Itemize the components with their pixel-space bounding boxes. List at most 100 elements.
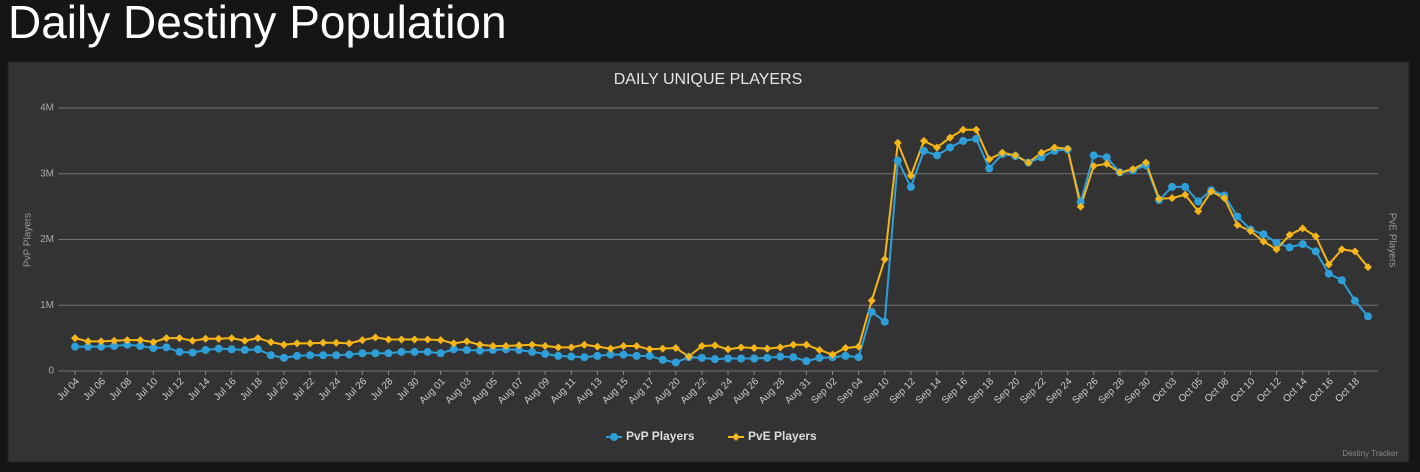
point — [97, 337, 106, 346]
point — [1350, 247, 1359, 256]
point — [1194, 207, 1203, 216]
point — [933, 151, 941, 160]
point — [959, 125, 968, 134]
point — [227, 334, 236, 343]
point — [97, 342, 106, 351]
point — [1011, 151, 1020, 160]
point — [580, 340, 589, 349]
point — [985, 164, 994, 173]
point — [619, 350, 628, 359]
point — [841, 351, 850, 360]
point — [1050, 143, 1059, 152]
point — [1259, 237, 1268, 246]
point — [724, 354, 733, 363]
chart-panel — [7, 61, 1410, 463]
point — [1311, 232, 1320, 241]
point — [462, 345, 471, 354]
point — [436, 336, 445, 345]
point — [671, 358, 680, 367]
series-line — [74, 128, 1369, 358]
point — [1141, 158, 1150, 167]
point — [1155, 194, 1164, 203]
point — [371, 349, 380, 358]
point — [606, 350, 615, 359]
point — [1272, 245, 1281, 254]
point — [789, 340, 798, 349]
point — [1298, 240, 1307, 249]
point — [1337, 276, 1346, 285]
point — [867, 296, 876, 305]
point — [319, 351, 328, 360]
point — [619, 342, 628, 351]
point — [658, 355, 667, 364]
point — [1102, 153, 1111, 162]
point — [110, 336, 119, 345]
point — [162, 334, 171, 343]
legend-marker — [610, 433, 618, 441]
point — [789, 353, 798, 362]
point — [1364, 312, 1372, 321]
point — [1024, 158, 1033, 167]
point — [71, 334, 79, 343]
point — [384, 349, 393, 358]
point — [710, 355, 719, 364]
point — [449, 345, 458, 354]
point — [1168, 182, 1177, 191]
point — [253, 345, 262, 354]
point — [397, 335, 406, 344]
point — [253, 334, 262, 343]
point — [1233, 221, 1242, 230]
point — [750, 354, 759, 363]
point — [371, 333, 380, 342]
legend-label: PvP Players — [626, 429, 695, 443]
y-tick-label: 4M — [40, 103, 54, 114]
point — [1181, 190, 1190, 199]
point — [423, 335, 432, 344]
y-tick-label: 0 — [48, 366, 54, 377]
point — [175, 334, 184, 343]
y-tick-label: 2M — [40, 234, 54, 245]
point — [933, 143, 941, 152]
point — [697, 353, 706, 362]
point — [632, 342, 641, 351]
point — [893, 138, 902, 147]
point — [188, 336, 197, 345]
point — [475, 340, 484, 349]
point — [214, 334, 223, 343]
point — [266, 338, 275, 347]
point — [1285, 243, 1294, 252]
point — [1063, 144, 1072, 153]
point — [737, 343, 746, 352]
point — [1194, 197, 1203, 206]
point — [815, 353, 824, 362]
point — [332, 351, 341, 360]
point — [776, 343, 785, 352]
page-title: Daily Destiny Population — [8, 0, 507, 48]
point — [136, 342, 145, 351]
point — [906, 171, 915, 180]
point — [880, 317, 889, 326]
legend-marker — [732, 433, 740, 441]
point — [580, 353, 589, 362]
point — [1311, 247, 1320, 256]
point — [1037, 148, 1046, 157]
point — [1128, 165, 1137, 174]
point — [985, 155, 994, 164]
point — [541, 342, 550, 351]
point — [880, 255, 889, 264]
legend-label: PvE Players — [748, 429, 817, 443]
point — [854, 353, 863, 362]
point — [776, 352, 785, 361]
point — [972, 134, 981, 143]
point — [1337, 245, 1346, 254]
point — [1259, 230, 1268, 239]
point — [1181, 182, 1190, 191]
point — [710, 341, 719, 350]
point — [1207, 187, 1216, 196]
point — [1324, 260, 1333, 269]
point — [1220, 194, 1229, 203]
point — [1037, 153, 1046, 162]
point — [488, 342, 497, 351]
point — [110, 342, 119, 351]
point — [502, 342, 510, 351]
